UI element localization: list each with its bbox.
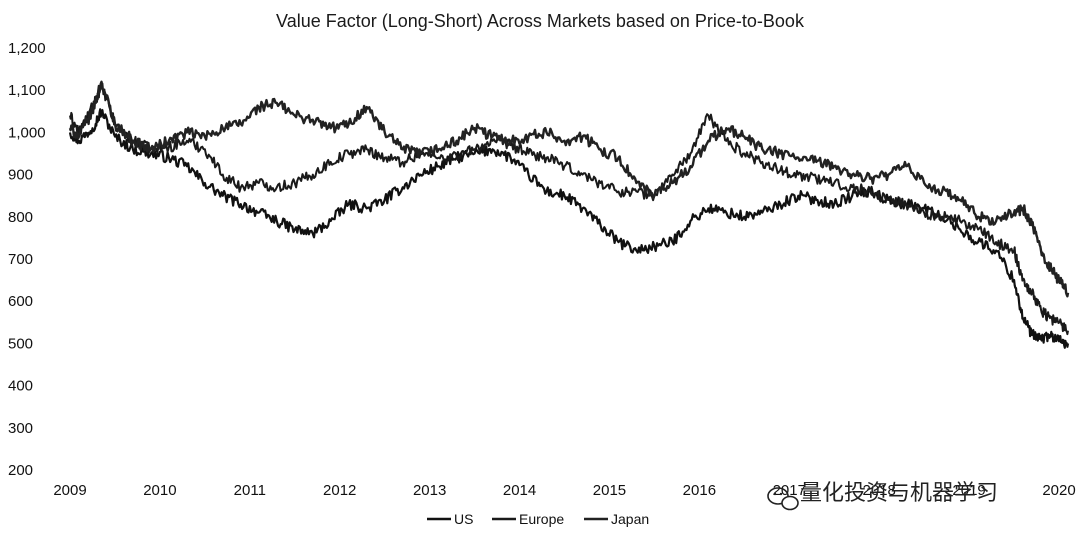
x-tick-label: 2019 [952, 482, 985, 499]
watermark: 量化投资与机器学习 [767, 481, 998, 511]
y-tick-label: 1,000 [8, 124, 46, 141]
y-tick-label: 500 [8, 335, 33, 352]
x-tick-label: 2020 [1042, 482, 1075, 499]
x-tick-label: 2015 [593, 482, 626, 499]
series-line-europe [69, 82, 1069, 336]
legend: US Europe Japan [427, 511, 649, 527]
legend-label: Japan [611, 511, 649, 527]
legend-item-japan: Japan [584, 511, 649, 527]
y-tick-label: 800 [8, 209, 33, 226]
y-axis: 200 300 400 500 600 700 800 900 1,000 1,100 1,200 [8, 40, 46, 479]
y-tick-label: 400 [8, 378, 33, 395]
legend-item-us: US [427, 511, 473, 527]
series-line-japan [68, 80, 1070, 298]
x-tick-label: 2012 [323, 482, 356, 499]
x-tick-label: 2009 [53, 482, 86, 499]
x-tick-label: 2010 [143, 482, 176, 499]
x-tick-label: 2011 [234, 482, 266, 499]
legend-item-europe: Europe [492, 511, 564, 527]
legend-label: Europe [519, 511, 564, 527]
y-tick-label: 1,200 [8, 40, 46, 57]
x-axis: 2009 2010 2011 2012 2013 2014 2015 2016 2017 2018… [53, 482, 1075, 499]
x-tick-label: 2018 [863, 482, 896, 499]
legend-label: US [454, 511, 473, 527]
y-tick-label: 600 [8, 293, 33, 310]
y-tick-label: 700 [8, 251, 33, 268]
y-tick-label: 900 [8, 167, 33, 184]
y-tick-label: 200 [8, 462, 33, 479]
series-layer [68, 80, 1070, 349]
y-tick-label: 1,100 [8, 82, 46, 99]
chart-title: Value Factor (Long-Short) Across Markets… [276, 11, 805, 31]
watermark-text: 量化投资与机器学习 [800, 481, 998, 506]
x-tick-label: 2016 [683, 482, 716, 499]
wechat-icon [767, 487, 799, 511]
x-tick-label: 2013 [413, 482, 446, 499]
y-tick-label: 300 [8, 420, 33, 437]
x-tick-label: 2014 [503, 482, 536, 499]
